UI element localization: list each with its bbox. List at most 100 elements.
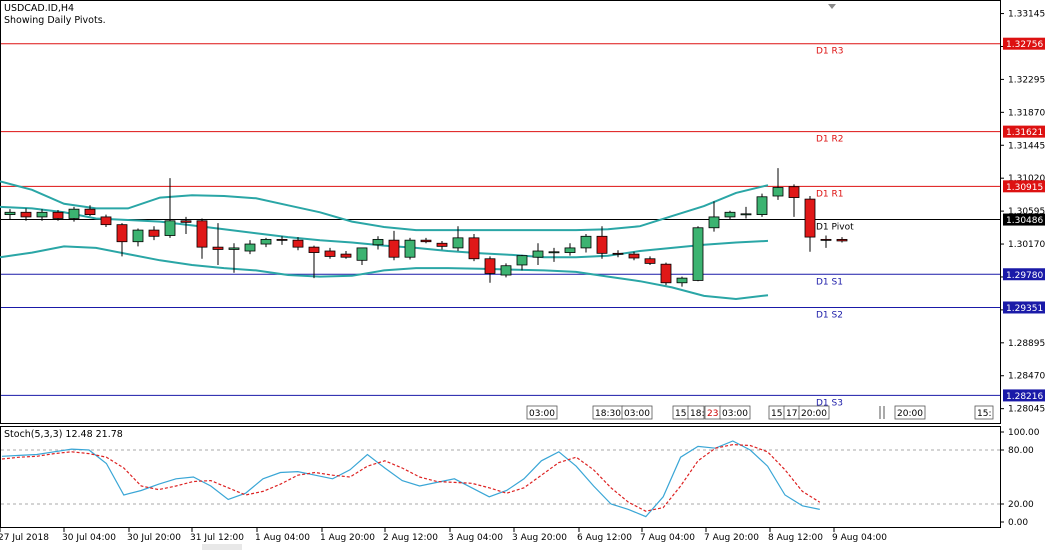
time-tick-label: 3 Aug 04:00 bbox=[448, 533, 503, 543]
bear-candle bbox=[308, 246, 320, 253]
bear-candle bbox=[276, 238, 288, 241]
bear-candle bbox=[788, 186, 800, 198]
bear-candle bbox=[340, 253, 352, 258]
bear-candle bbox=[148, 229, 160, 237]
session-tag bbox=[687, 405, 705, 420]
pivot-lines: D1 R3 D1 R2 D1 R1 D1 Pivot D1 S1 D1 S2 D1 S3 bbox=[1, 43, 1000, 408]
bollinger-middle bbox=[0, 205, 769, 259]
session-tag-label: 20:00 bbox=[897, 409, 923, 419]
chart-symbol: USDCAD.ID,H4 bbox=[4, 3, 75, 14]
bull-candle bbox=[564, 247, 576, 253]
stoch-label: Stoch(5,3,3) 12.48 21.78 bbox=[4, 429, 123, 440]
current-price-line: 1.30486 bbox=[1003, 213, 1045, 226]
bear-candle bbox=[436, 242, 448, 247]
pivot-price-tag bbox=[1003, 37, 1045, 50]
price-tick-label: 1.31870 bbox=[1008, 108, 1045, 118]
pivot-label: D1 S3 bbox=[816, 398, 843, 408]
time-tick-label: 30 Jul 20:00 bbox=[127, 533, 181, 543]
pivot-price-tag bbox=[1003, 268, 1045, 281]
price-tick-label: 1.31020 bbox=[1008, 174, 1045, 184]
pivot-label: D1 Pivot bbox=[816, 223, 854, 233]
pivot-label: D1 S2 bbox=[816, 310, 843, 320]
bull-candle bbox=[452, 237, 464, 249]
bear-candle bbox=[100, 216, 112, 226]
bear-candle bbox=[596, 235, 608, 254]
time-tick-label: 8 Aug 12:00 bbox=[768, 533, 823, 543]
bear-candle bbox=[468, 237, 480, 260]
session-tag-label: 15: bbox=[977, 409, 991, 419]
pivot-price-tag-label: 1.28216 bbox=[1006, 392, 1043, 402]
pivot-price-tag bbox=[1003, 125, 1045, 138]
bull-candle bbox=[740, 213, 752, 216]
session-tag-label: 15: bbox=[675, 409, 689, 419]
session-tag-label: 03:00 bbox=[529, 409, 555, 419]
pivot-price-tag-label: 1.31621 bbox=[1006, 128, 1043, 138]
time-tick-label: 31 Jul 12:00 bbox=[190, 533, 244, 543]
stoch-main-line bbox=[1, 440, 820, 518]
chart-subtitle: Showing Daily Pivots. bbox=[4, 15, 106, 26]
bull-candle bbox=[164, 220, 176, 236]
price-axis: 1.331451.327201.322951.318701.314451.310… bbox=[1000, 10, 1045, 415]
bull-candle bbox=[500, 265, 512, 276]
bear-candle bbox=[836, 238, 848, 242]
bull-candle bbox=[580, 235, 592, 249]
shift-marker-icon[interactable] bbox=[828, 4, 836, 9]
time-tick-label: 2 Aug 12:00 bbox=[383, 533, 438, 543]
time-tick-label: 7 Aug 04:00 bbox=[640, 533, 695, 543]
bull-candle bbox=[404, 239, 416, 258]
stochastic-indicator: 100.00 80.00 20.00 0.00 bbox=[1, 428, 1040, 528]
bull-candle bbox=[676, 277, 688, 284]
bear-candle bbox=[420, 239, 432, 243]
bear-candle bbox=[804, 198, 816, 238]
session-tag bbox=[974, 405, 994, 420]
bear-candle bbox=[820, 238, 832, 241]
bear-candle bbox=[116, 224, 128, 243]
bollinger-bands bbox=[0, 180, 769, 301]
bear-candle bbox=[180, 220, 192, 223]
bear-candle bbox=[660, 263, 672, 284]
bull-candle bbox=[756, 196, 768, 215]
bollinger-lower bbox=[0, 245, 769, 301]
bull-candle bbox=[516, 255, 528, 266]
session-tag bbox=[719, 405, 751, 420]
bull-candle bbox=[228, 247, 240, 250]
pivot-label: D1 R2 bbox=[816, 135, 844, 145]
time-tick-label: 1 Aug 04:00 bbox=[255, 533, 310, 543]
bull-candle bbox=[68, 208, 80, 219]
price-tick-label: 1.32295 bbox=[1008, 75, 1045, 85]
time-tick-label: 7 Aug 20:00 bbox=[704, 533, 759, 543]
candles bbox=[4, 168, 848, 287]
stoch-tick-label: 0.00 bbox=[1008, 518, 1028, 528]
pivot-price-tag-label: 1.32756 bbox=[1006, 40, 1043, 50]
pivot-price-tag bbox=[1003, 389, 1045, 402]
bear-candle bbox=[84, 208, 96, 215]
time-tick-label: 3 Aug 20:00 bbox=[512, 533, 567, 543]
bear-candle bbox=[212, 246, 224, 250]
bull-candle bbox=[724, 211, 736, 218]
session-tag bbox=[621, 405, 653, 420]
price-tick-label: 1.30595 bbox=[1008, 207, 1045, 217]
bull-candle bbox=[708, 216, 720, 229]
bull-candle bbox=[532, 250, 544, 258]
pivot-price-tag-label: 1.30915 bbox=[1006, 183, 1043, 193]
bear-candle bbox=[484, 258, 496, 274]
bear-candle bbox=[628, 253, 640, 259]
bull-candle bbox=[244, 243, 256, 252]
pivot-label: D1 R1 bbox=[816, 189, 844, 199]
scroll-thumb bbox=[202, 544, 242, 550]
bear-candle bbox=[52, 211, 64, 219]
stoch-panel-border bbox=[0, 426, 1001, 528]
time-tick-label: 30 Jul 04:00 bbox=[62, 533, 116, 543]
bear-candle bbox=[644, 258, 656, 264]
session-tag-label: 17: bbox=[786, 409, 800, 419]
bull-candle bbox=[772, 187, 784, 197]
pivot-price-tag bbox=[1003, 180, 1045, 193]
pivot-label: D1 S1 bbox=[816, 277, 843, 287]
price-tick-label: 1.31445 bbox=[1008, 141, 1045, 151]
price-tick-label: 1.28470 bbox=[1008, 372, 1045, 382]
bull-candle bbox=[548, 251, 560, 254]
bollinger-upper bbox=[0, 180, 769, 232]
price-tick-label: 1.28895 bbox=[1008, 339, 1045, 349]
